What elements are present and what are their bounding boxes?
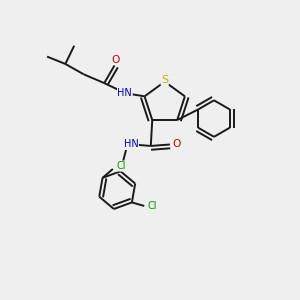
Text: S: S (161, 75, 168, 85)
Text: HN: HN (118, 88, 132, 98)
Text: HN: HN (124, 140, 138, 149)
Text: Cl: Cl (148, 201, 157, 211)
Text: O: O (172, 140, 181, 149)
Text: Cl: Cl (116, 161, 126, 171)
Text: O: O (112, 55, 120, 64)
